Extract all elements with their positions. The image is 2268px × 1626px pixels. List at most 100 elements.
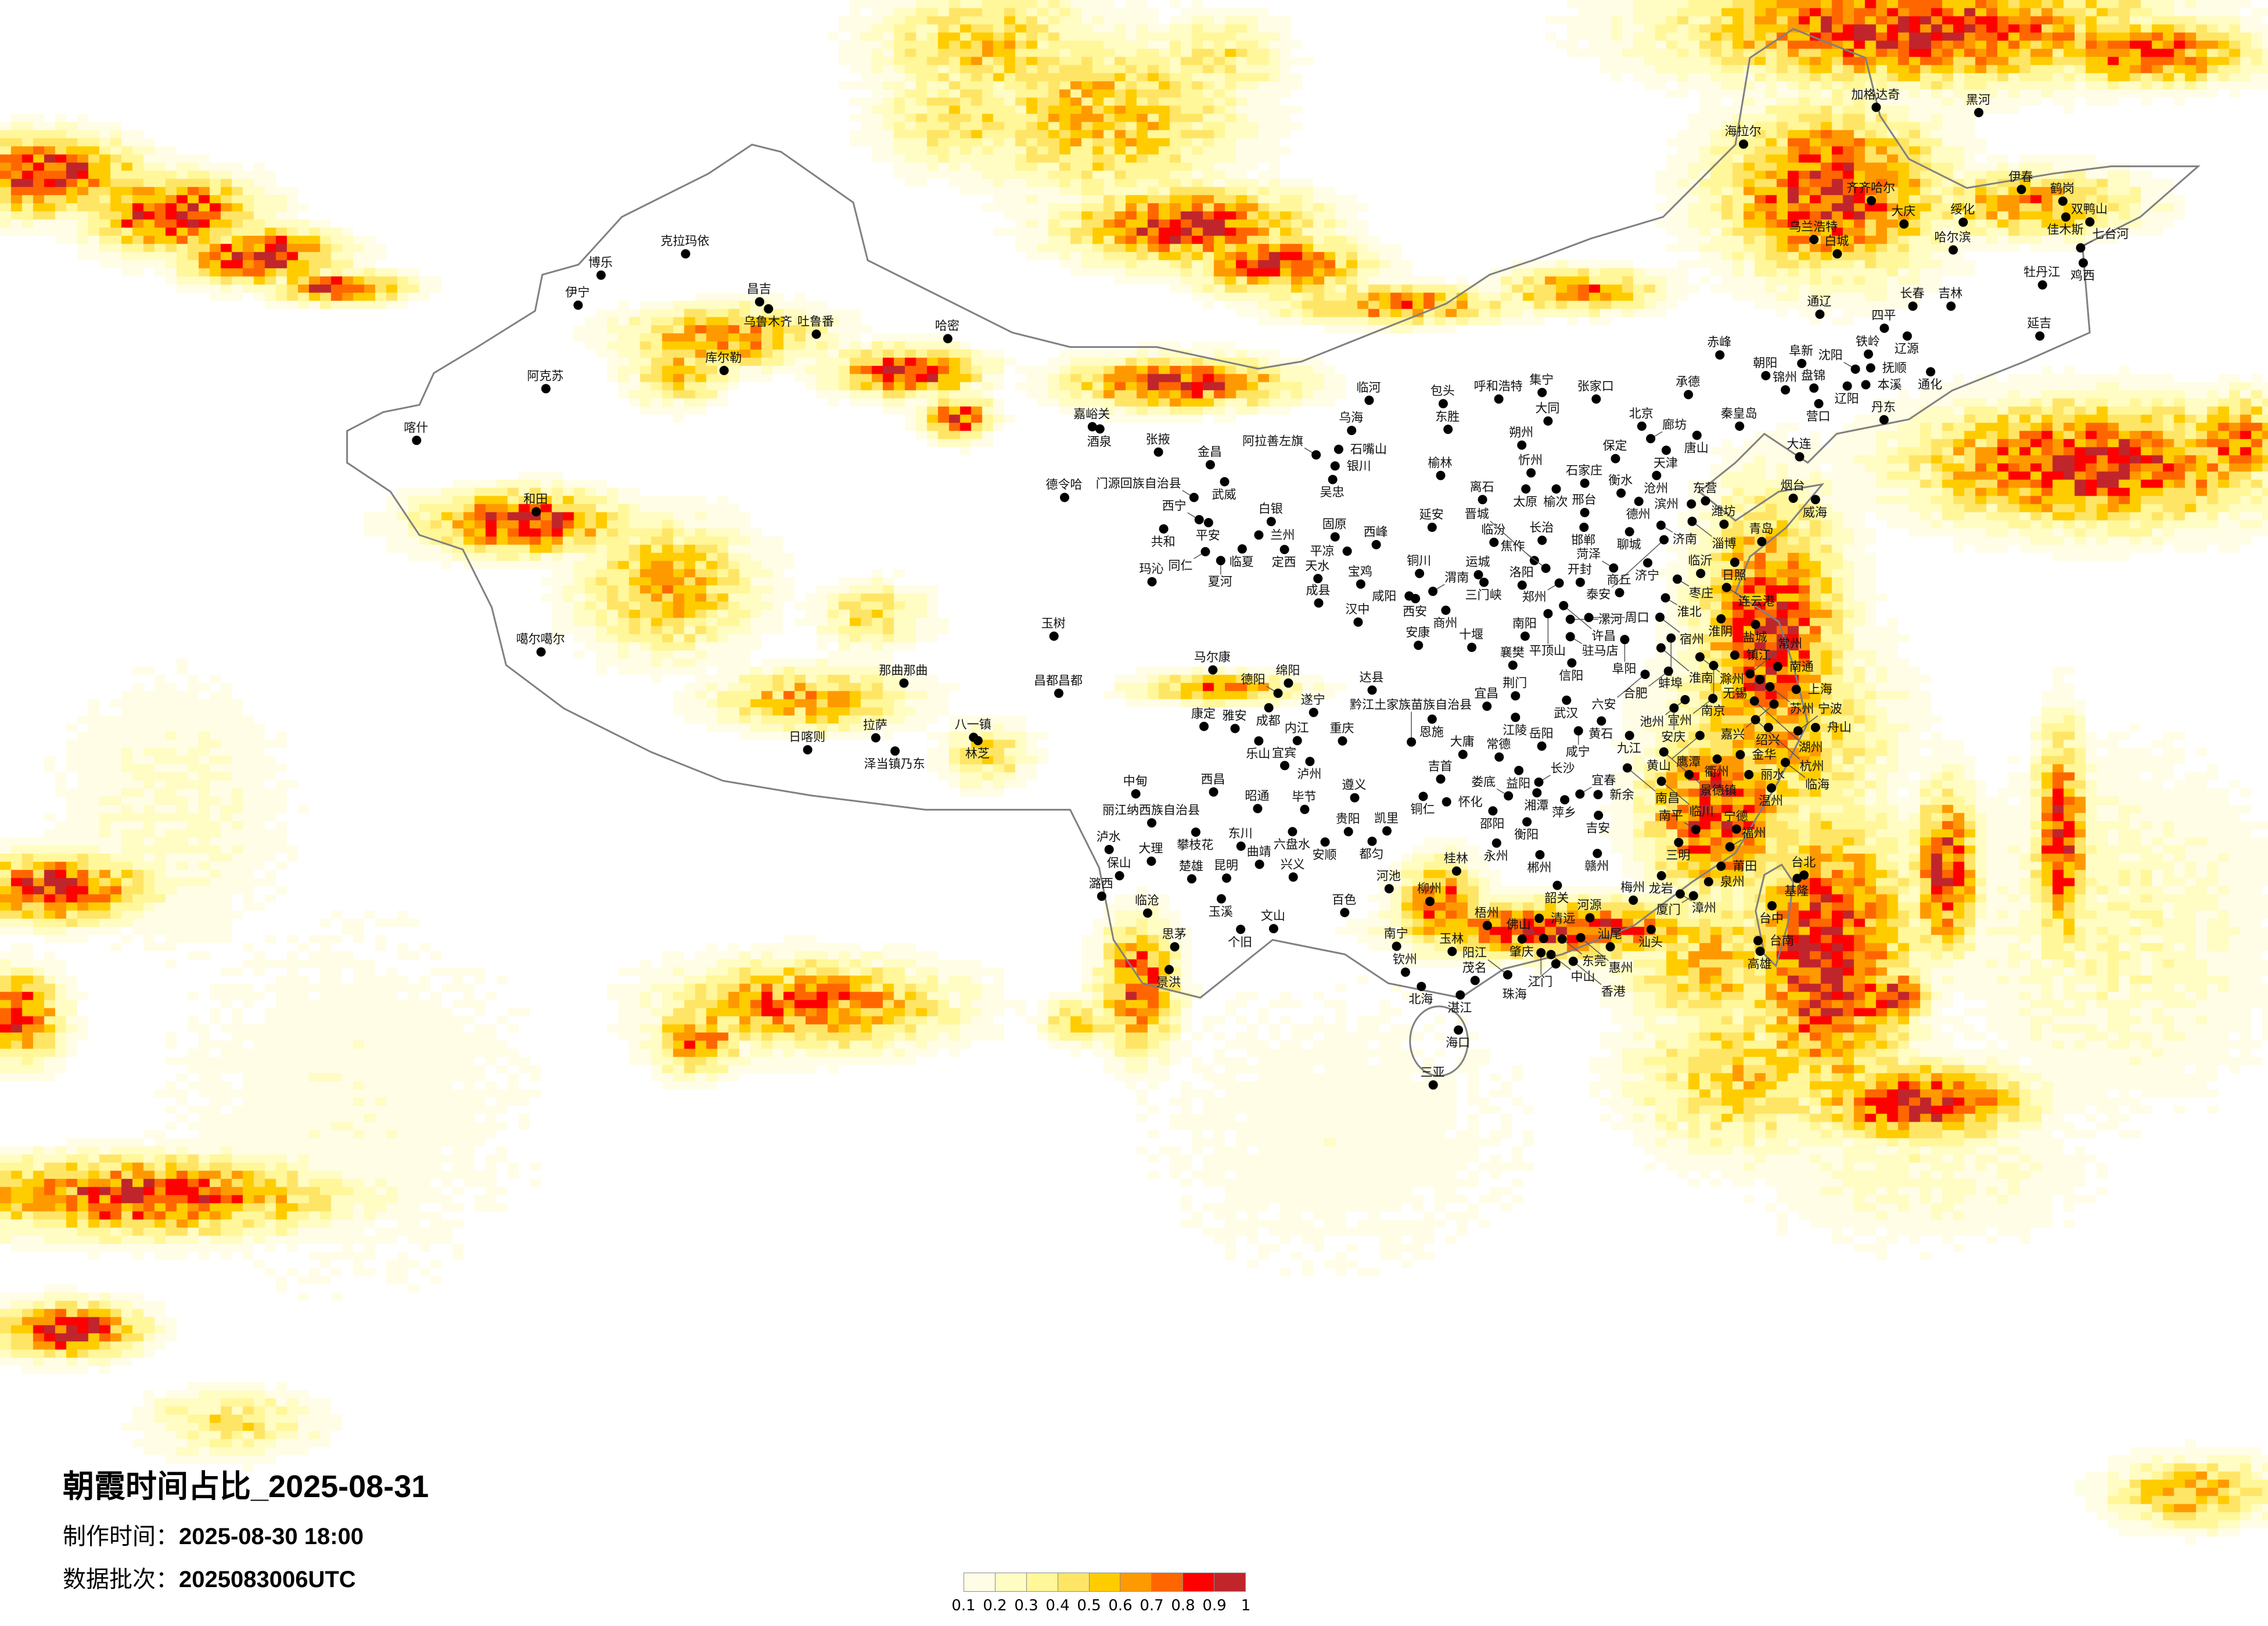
city-label: 龙岩 bbox=[1649, 882, 1673, 895]
city-label: 定西 bbox=[1272, 555, 1296, 569]
city-label: 金华 bbox=[1752, 748, 1776, 762]
city-marker: 延安 bbox=[1419, 508, 1444, 532]
city-marker: 铜川 bbox=[1407, 554, 1431, 578]
city-label: 湘潭 bbox=[1524, 798, 1548, 812]
city-dot bbox=[1669, 703, 1679, 713]
city-dot bbox=[1719, 519, 1729, 529]
city-marker: 铁岭 bbox=[1856, 334, 1880, 359]
city-dot bbox=[1415, 569, 1425, 578]
city-label: 宣州 bbox=[1667, 714, 1692, 728]
city-label: 安庆 bbox=[1661, 730, 1685, 744]
city-marker: 宿州 bbox=[1655, 612, 1704, 646]
city-label: 韶关 bbox=[1544, 891, 1569, 905]
city-label: 怀化 bbox=[1458, 795, 1483, 809]
city-marker: 天津 bbox=[1654, 445, 1678, 470]
city-label: 黔江土家族苗族自治县 bbox=[1350, 698, 1472, 712]
city-label: 基隆 bbox=[1784, 884, 1809, 898]
city-marker: 南平 bbox=[1659, 808, 1701, 834]
city-label: 台南 bbox=[1770, 934, 1794, 948]
city-marker: 南宁 bbox=[1384, 927, 1408, 951]
city-label: 汕头 bbox=[1638, 936, 1663, 949]
city-label: 抚顺 bbox=[1882, 361, 1907, 375]
city-dot bbox=[1384, 884, 1394, 894]
city-marker: 雅安 bbox=[1223, 709, 1247, 733]
city-dot bbox=[1541, 563, 1551, 573]
city-dot bbox=[754, 297, 764, 307]
city-label: 常德 bbox=[1486, 738, 1511, 751]
city-label: 临海 bbox=[1805, 778, 1830, 792]
city-label: 武威 bbox=[1212, 488, 1237, 502]
city-marker: 嘉峪关 bbox=[1073, 407, 1110, 431]
city-dot bbox=[1087, 422, 1097, 431]
city-marker: 毕节 bbox=[1292, 790, 1316, 814]
city-marker: 沈阳 bbox=[1818, 348, 1860, 374]
city-dot bbox=[1832, 249, 1842, 259]
city-dot bbox=[1656, 776, 1666, 786]
city-label: 大同 bbox=[1535, 401, 1559, 415]
city-marker: 张掖 bbox=[1146, 433, 1170, 457]
city-label: 唐山 bbox=[1684, 441, 1709, 455]
city-dot bbox=[1478, 495, 1487, 505]
city-dot bbox=[1684, 390, 1694, 400]
city-dot bbox=[1739, 139, 1748, 149]
city-label: 金昌 bbox=[1198, 445, 1222, 459]
city-marker: 西峰 bbox=[1364, 525, 1388, 549]
city-dot bbox=[1730, 650, 1739, 660]
city-dot bbox=[1543, 609, 1553, 618]
city-marker: 德令哈 bbox=[1046, 478, 1083, 502]
city-dot bbox=[1749, 696, 1759, 706]
city-dot bbox=[2061, 212, 2071, 222]
city-marker: 咸阳 bbox=[1372, 589, 1414, 603]
city-label: 黑河 bbox=[1966, 93, 1990, 107]
city-dot bbox=[1763, 722, 1773, 732]
city-label: 昭通 bbox=[1245, 789, 1269, 803]
city-dot bbox=[1049, 631, 1059, 641]
city-label: 安康 bbox=[1406, 625, 1430, 639]
city-marker: 常州 bbox=[1745, 636, 1802, 679]
city-label: 大庸 bbox=[1450, 735, 1475, 749]
city-label: 舟山 bbox=[1827, 721, 1852, 735]
city-dot bbox=[1692, 430, 1702, 440]
city-label: 吉首 bbox=[1428, 760, 1453, 774]
city-label: 莆田 bbox=[1733, 859, 1757, 873]
city-marker: 邢台 bbox=[1572, 493, 1597, 517]
city-label: 淮南 bbox=[1689, 671, 1713, 685]
city-leader-line bbox=[1754, 700, 1799, 741]
city-marker: 辽阳 bbox=[1835, 381, 1859, 406]
city-label: 门源回族自治县 bbox=[1096, 477, 1181, 491]
city-marker: 柳州 bbox=[1417, 882, 1442, 906]
city-label: 洛阳 bbox=[1509, 566, 1534, 580]
city-marker: 包头 bbox=[1430, 384, 1455, 409]
city-marker: 六安 bbox=[1592, 670, 1650, 711]
city-marker: 盘锦 bbox=[1801, 368, 1825, 393]
city-leader-line bbox=[1660, 647, 1690, 672]
city-marker: 常德 bbox=[1486, 738, 1511, 762]
city-marker: 湖州 bbox=[1749, 696, 1823, 754]
city-label: 黄石 bbox=[1588, 727, 1613, 741]
city-label: 天津 bbox=[1654, 456, 1678, 470]
city-dot bbox=[1731, 824, 1741, 834]
city-marker: 运城 bbox=[1466, 555, 1490, 580]
city-label: 商丘 bbox=[1607, 573, 1631, 587]
city-label: 宜宾 bbox=[1272, 746, 1296, 760]
city-marker: 中山 bbox=[1546, 949, 1595, 984]
city-dot bbox=[1695, 652, 1705, 662]
city-marker: 永州 bbox=[1484, 838, 1508, 863]
city-dot bbox=[1585, 913, 1595, 923]
city-label: 阿拉善左旗 bbox=[1242, 434, 1303, 448]
city-marker: 共和 bbox=[1151, 524, 1176, 549]
city-marker: 韶关 bbox=[1544, 880, 1569, 905]
city-label: 赤峰 bbox=[1707, 335, 1731, 349]
city-label: 朔州 bbox=[1509, 426, 1533, 440]
city-marker: 东川 bbox=[1228, 826, 1253, 851]
city-label: 景德镇 bbox=[1700, 783, 1737, 797]
city-marker: 个旧 bbox=[1228, 924, 1252, 949]
city-dot bbox=[412, 436, 422, 445]
city-label: 天水 bbox=[1305, 559, 1329, 573]
city-dot bbox=[1268, 924, 1278, 934]
city-label: 汉中 bbox=[1345, 602, 1370, 616]
city-label: 恩施 bbox=[1419, 725, 1444, 739]
city-label: 东营 bbox=[1693, 481, 1717, 495]
city-marker: 宜宾 bbox=[1272, 746, 1296, 771]
city-marker: 青岛 bbox=[1749, 522, 1773, 546]
